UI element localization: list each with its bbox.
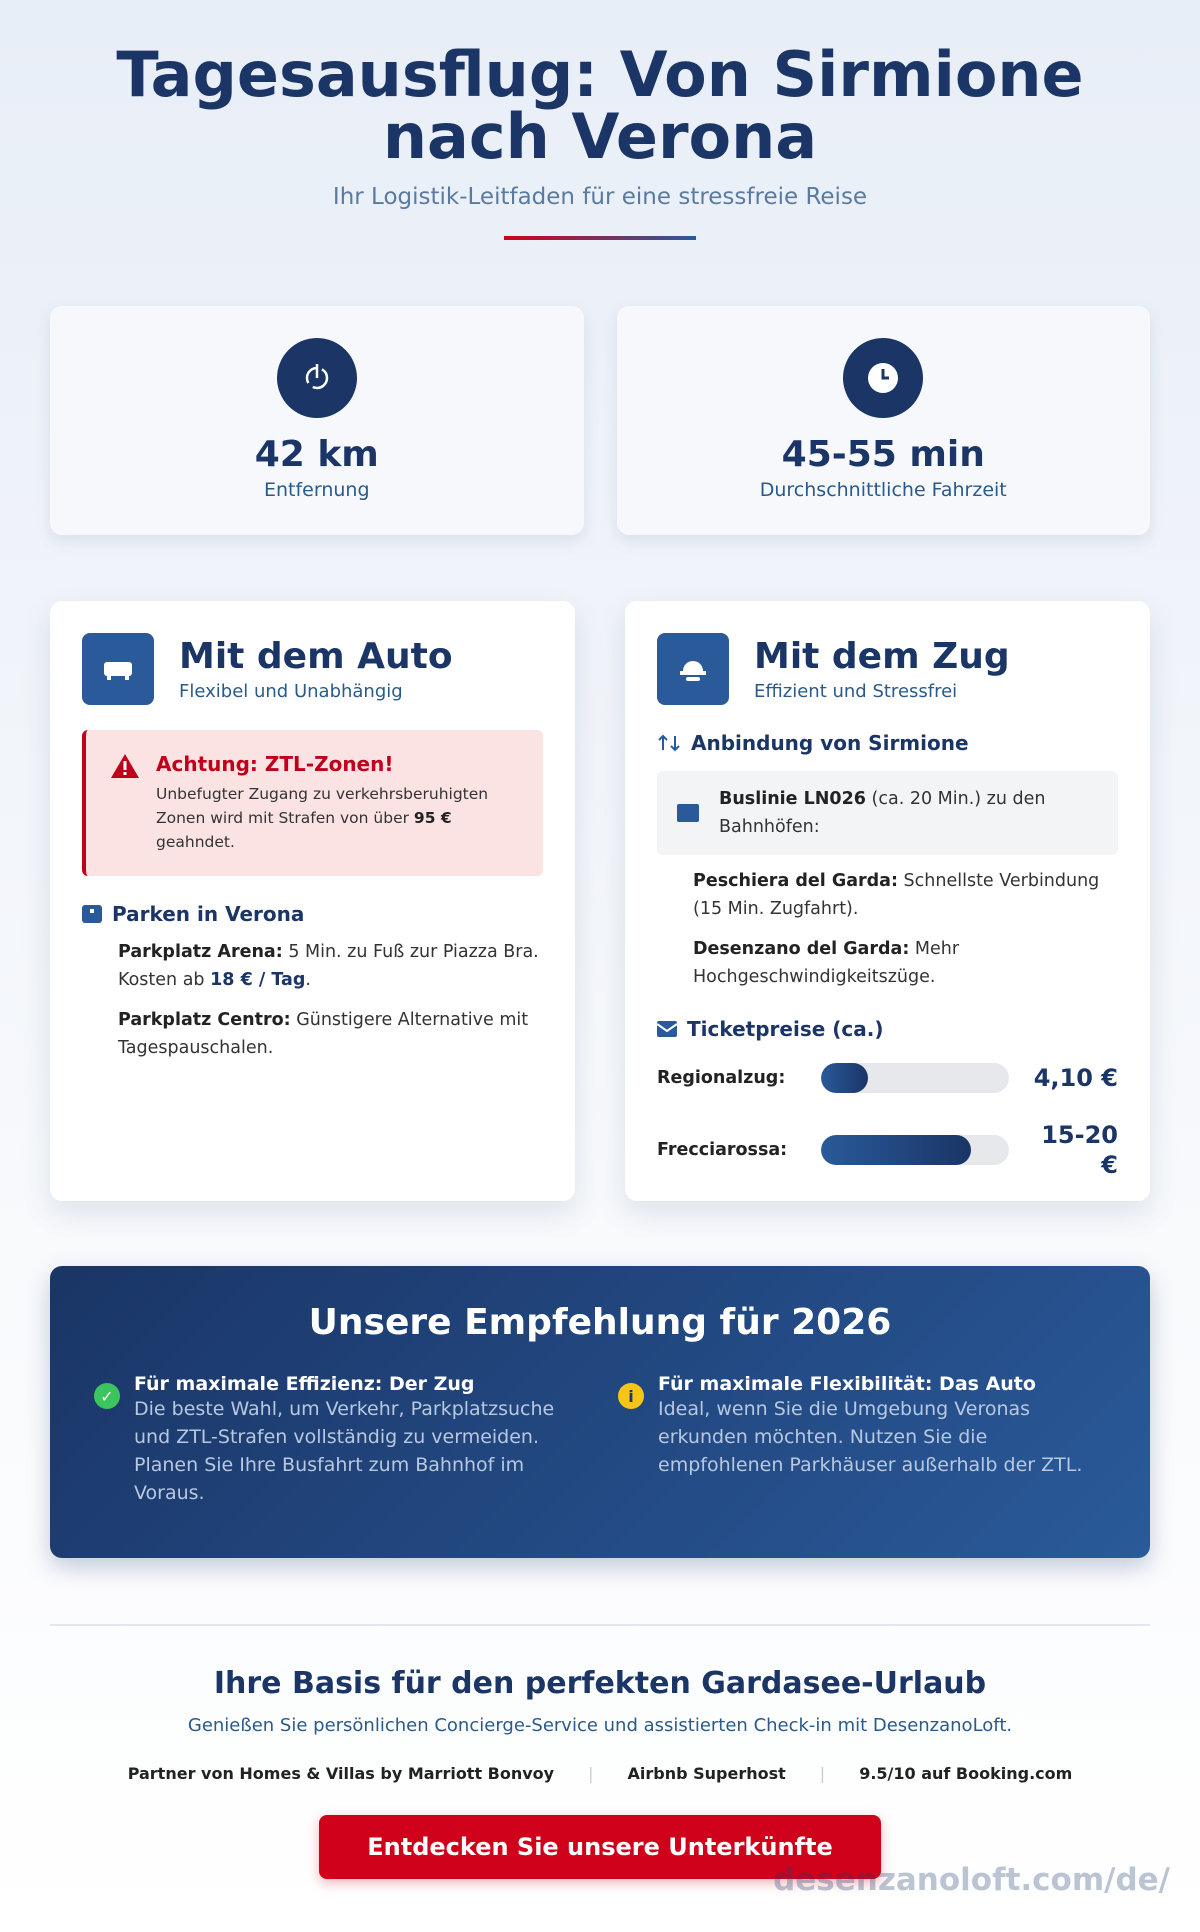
distance-icon [305,364,328,390]
stat-value: 45-55 min [781,434,985,475]
bus-box: Buslinie LN026 (ca. 20 Min.) zu den Bahn… [657,771,1118,855]
item-name: Peschiera del Garda: [693,871,898,891]
item-name: Desenzano del Garda: [693,939,910,959]
bar-fill [821,1063,868,1093]
train-icon [657,633,729,705]
recommendation-title: Unsere Empfehlung für 2026 [308,1302,892,1343]
ticket-name: Regionalzug: [657,1068,786,1088]
recommendation-items: ✓ Für maximale Effizienz: Der Zug Die best… [94,1373,1106,1507]
card-title: Mit dem Zug [754,636,1010,677]
heading-text: Anbindung von Sirmione [691,731,969,755]
bus-text: (ca. 20 Min.) zu den Bahnhöfen: [719,789,1046,837]
item-text: Die beste Wahl, um Verkehr, Parkplatzsuc… [134,1398,555,1504]
recommendation-item: ✓ Für maximale Effizienz: Der Zug Die best… [94,1373,582,1507]
divider [504,236,696,240]
item-text: Mehr Hochgeschwindigkeitszüge. [693,939,960,987]
card-title: Mit dem Auto [179,636,453,677]
price-bar [821,1135,1009,1165]
recommendation-item: i Für maximale Flexibilität: Das Auto Idea… [618,1373,1106,1507]
item-title: Für maximale Effizienz: Der Zug [134,1373,475,1395]
station-item: Desenzano del Garda: Mehr Hochgeschwindi… [693,935,1118,991]
price: 18 € / Tag [210,970,306,990]
train-svg [680,661,706,681]
stat-value: 42 km [254,434,379,475]
item-text: Schnellste Verbindung (15 Min. Zugfahrt)… [693,871,1100,919]
card-header: Mit dem Zug Effizient und Stressfrei [657,633,1118,705]
recommendation: Unsere Empfehlung für 2026 ✓ Für maximale… [50,1266,1150,1558]
item-text: Günstigere Alternative mit Tagespauschal… [118,1010,529,1058]
bus-icon [677,804,699,822]
badge: 9.5/10 auf Booking.com [859,1764,1073,1783]
ticket-row: Regionalzug: 4,10 € [657,1055,1118,1101]
stat-label: Entfernung [263,479,370,501]
car-icon [82,633,154,705]
check-icon: ✓ [94,1383,120,1409]
cta-button[interactable]: Entdecken Sie unsere Unterkünfte [319,1815,881,1879]
section-heading: Anbindung von Sirmione [657,731,1118,755]
item-name: Parkplatz Arena: [118,942,283,962]
price-bar [821,1063,1009,1093]
ticket-price: 4,10 € [1033,1064,1118,1092]
badge: Partner von Homes & Villas by Marriott B… [127,1764,555,1783]
subtitle: Ihr Logistik-Leitfaden für eine stressfr… [332,184,868,210]
content: Tagesausflug: Von Sirmione nach Verona I… [50,38,1150,1879]
ticket-price: 15-20 € [1041,1121,1118,1179]
clock-icon [868,363,899,393]
amount: 95 € [413,809,452,827]
methods: Mit dem Auto Flexibel und Unabhängig Acht… [50,601,1150,1201]
heading-text: Ticketpreise (ca.) [687,1017,884,1041]
heading-text: Parken in Verona [112,902,305,926]
card-header: Mit dem Auto Flexibel und Unabhängig [82,633,543,705]
item-text: . [305,970,311,990]
bar-fill [821,1135,972,1165]
warning-text: Unbefugter Zugang zu verkehrsberuhigten … [156,782,503,854]
item-name: Parkplatz Centro: [118,1010,291,1030]
section-heading: Ticketpreise (ca.) [657,1017,1118,1041]
parking-item: Parkplatz Centro: Günstigere Alternative… [118,1006,543,1062]
ticket-icon [657,1021,677,1037]
warning: Achtung: ZTL-Zonen! Unbefugter Zugang zu… [82,730,543,876]
watermark: desenzanoloft.com/de/ [773,1862,1170,1898]
stats: 42 km Entfernung 45-55 min Durchschnittlic… [50,306,1150,535]
item-text: Ideal, wenn Sie die Umgebung Veronas erk… [658,1398,1083,1476]
section-heading: Parken in Verona [82,902,543,926]
text: geahndet. [156,833,235,851]
warning-icon [111,754,139,778]
station-item: Peschiera del Garda: Schnellste Verbindu… [693,867,1118,923]
info-icon: i [618,1383,644,1409]
parking-icon [82,905,102,923]
title: Tagesausflug: Von Sirmione nach Verona [116,38,1084,173]
ticket-name: Frecciarossa: [657,1140,788,1160]
footer-text: Genießen Sie persönlichen Concierge-Serv… [187,1715,1013,1736]
card-subtitle: Flexibel und Unabhängig [179,681,403,702]
icon [276,338,357,418]
text: Unbefugter Zugang zu verkehrsberuhigten … [156,785,489,827]
stat-label: Durchschnittliche Fahrzeit [759,479,1007,501]
badge-separator: | [819,1764,826,1783]
item-title: Für maximale Flexibilität: Das Auto [658,1373,1036,1395]
stat-card: 45-55 min Durchschnittliche Fahrzeit [616,306,1150,535]
badge-separator: | [588,1764,594,1783]
badges: Partner von Homes & Villas by Marriott B… [50,1764,1150,1783]
badge: Airbnb Superhost [627,1764,786,1783]
train-card: Mit dem Zug Effizient und Stressfrei Anbi… [625,601,1150,1201]
icon [843,338,924,418]
parking-item: Parkplatz Arena: 5 Min. zu Fuß zur Piazz… [118,938,543,994]
warning-title: Achtung: ZTL-Zonen! [156,752,394,776]
footer-title: Ihre Basis für den perfekten Gardasee-Ur… [213,1666,987,1701]
car-card: Mit dem Auto Flexibel und Unabhängig Acht… [50,601,575,1201]
card-subtitle: Effizient und Stressfrei [754,681,958,702]
stat-card: 42 km Entfernung [50,306,584,535]
bus-name: Buslinie LN026 [719,789,866,809]
separator [50,1624,1150,1626]
exchange-icon [658,734,680,752]
item-text: 5 Min. zu Fuß zur Piazza Bra. Kosten ab [118,942,539,990]
car-svg [104,662,132,680]
ticket-row: Frecciarossa: 15-20 € [657,1115,1118,1185]
